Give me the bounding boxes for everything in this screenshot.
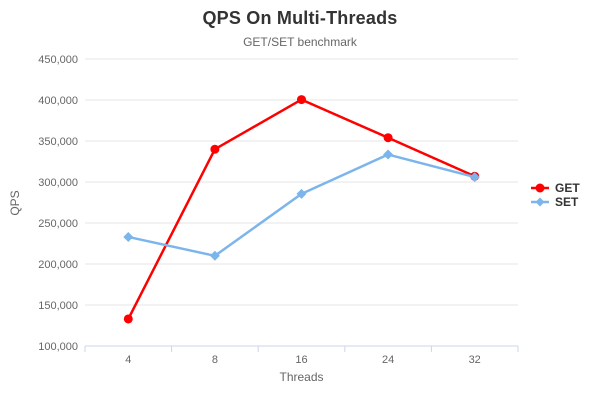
get-data-point[interactable] (297, 95, 306, 105)
y-tick-label: 100,000 (38, 341, 78, 353)
y-tick-label: 450,000 (38, 54, 78, 66)
x-tick-label: 4 (125, 354, 131, 366)
chart-title: QPS On Multi-Threads (202, 8, 398, 28)
x-axis-title: Threads (279, 370, 324, 384)
set-data-point[interactable] (209, 250, 220, 261)
x-tick-label: 8 (212, 354, 218, 366)
y-tick-label: 200,000 (38, 259, 78, 271)
y-tick-label: 400,000 (38, 95, 78, 107)
get-data-point[interactable] (123, 314, 133, 324)
circle-marker-icon (535, 183, 545, 193)
set-legend-marker-icon (531, 197, 549, 207)
y-tick-label: 350,000 (38, 136, 78, 148)
y-tick-label: 150,000 (38, 300, 78, 312)
set-data-point[interactable] (469, 172, 480, 183)
legend-label-get: GET (555, 181, 580, 195)
y-tick-label: 300,000 (38, 177, 78, 189)
y-axis-title: QPS (8, 190, 22, 216)
get-data-point[interactable] (210, 144, 220, 154)
x-tick-label: 24 (382, 354, 394, 366)
legend-item-set[interactable]: SET (530, 196, 580, 208)
get-data-point[interactable] (383, 133, 393, 143)
get-legend-marker-icon (531, 183, 549, 193)
legend: GET SET (530, 182, 580, 208)
set-data-point[interactable] (383, 149, 394, 160)
set-series-line[interactable] (127, 153, 476, 258)
get-series-line[interactable] (127, 98, 476, 321)
legend-item-get[interactable]: GET (530, 182, 580, 194)
x-tick-label: 16 (295, 354, 307, 366)
set-data-point[interactable] (296, 188, 307, 199)
legend-label-set: SET (555, 195, 579, 209)
diamond-marker-icon (535, 197, 545, 207)
set-data-point[interactable] (123, 231, 134, 242)
chart-subtitle: GET/SET benchmark (243, 35, 357, 49)
y-tick-label: 250,000 (38, 218, 78, 230)
x-tick-label: 32 (469, 354, 481, 366)
